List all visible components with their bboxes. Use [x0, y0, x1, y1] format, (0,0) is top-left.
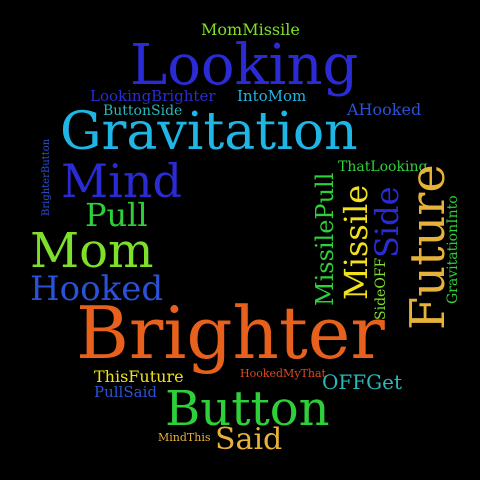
word-off-get: OFFGet — [322, 370, 402, 394]
word-mom-missile: MomMissile — [201, 20, 300, 39]
word-gravitation-into: GravitationInto — [445, 195, 461, 304]
word-said: Said — [215, 422, 283, 457]
word-this-future: ThisFuture — [94, 367, 184, 386]
word-into-mom: IntoMom — [237, 87, 307, 105]
word-brighter: Brighter — [76, 291, 385, 375]
word-pull: Pull — [85, 196, 148, 234]
word-mom: Mom — [30, 223, 154, 279]
word-a-hooked: AHooked — [347, 100, 422, 119]
word-hooked-my-that: HookedMyThat — [240, 367, 326, 380]
word-missile-pull: MissilePull — [311, 172, 339, 306]
word-button: Button — [165, 381, 330, 437]
word-hooked: Hooked — [30, 269, 164, 309]
word-looking-brighter: LookingBrighter — [90, 87, 216, 105]
word-mind: Mind — [61, 154, 182, 208]
word-mind-this: MindThis — [158, 431, 211, 444]
word-button-side: ButtonSide — [103, 103, 183, 119]
word-side: Side — [368, 186, 406, 258]
word-that-looking: ThatLooking — [338, 159, 428, 175]
word-gravitation: Gravitation — [60, 102, 358, 162]
word-looking: Looking — [130, 33, 359, 98]
word-side-off: SideOFF — [373, 257, 389, 320]
word-pull-said: PullSaid — [94, 383, 157, 401]
word-brighter-button: BrighterButton — [41, 138, 52, 216]
